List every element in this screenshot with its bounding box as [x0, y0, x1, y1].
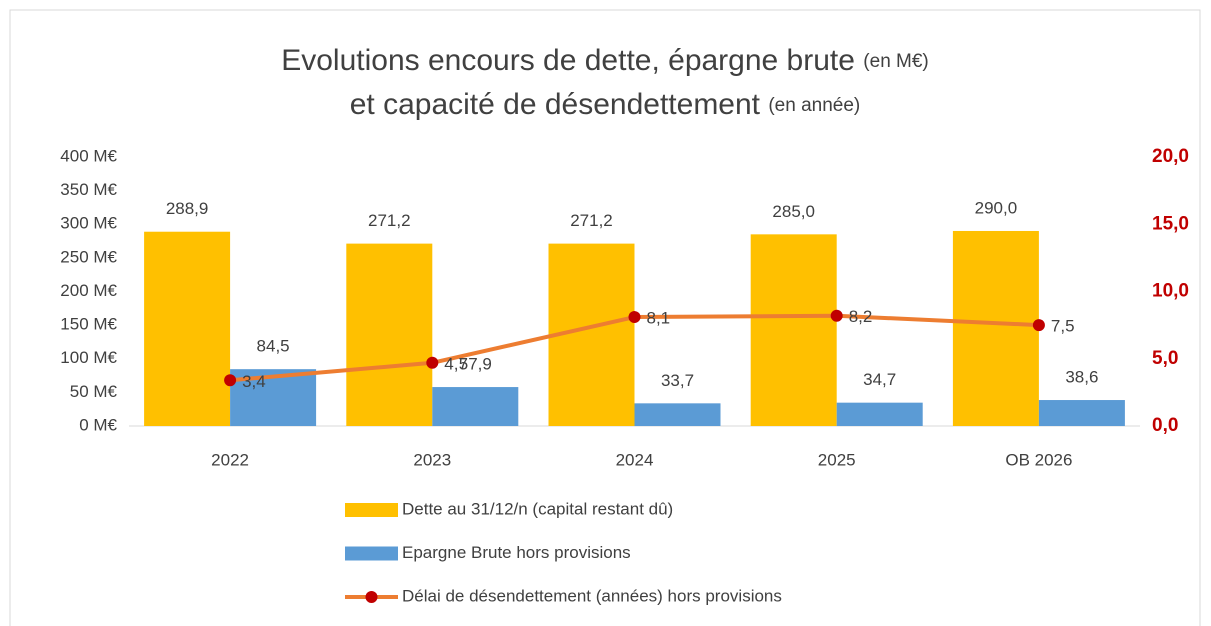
data-label: 84,5: [257, 337, 290, 356]
legend-swatch: [345, 503, 398, 517]
y-tick-label: 150 M€: [60, 315, 117, 334]
legend-label: Dette au 31/12/n (capital restant dû): [402, 499, 673, 518]
y2-tick-label: 5,0: [1152, 348, 1178, 369]
legend-label: Epargne Brute hors provisions: [402, 543, 631, 562]
data-label: 38,6: [1065, 368, 1098, 387]
y-tick-label: 100 M€: [60, 348, 117, 367]
y-tick-label: 400 M€: [60, 146, 117, 165]
bar: [634, 403, 721, 426]
y2-tick-label: 10,0: [1152, 281, 1189, 302]
y-tick-label: 300 M€: [60, 214, 117, 233]
title-text: Evolutions encours de dette, épargne bru…: [281, 44, 855, 77]
bar: [836, 402, 923, 426]
data-label: 8,1: [647, 309, 671, 328]
data-label: 271,2: [570, 211, 613, 230]
y-tick-label: 200 M€: [60, 281, 117, 300]
x-tick-label: 2023: [413, 450, 451, 469]
chart-title: et capacité de désendettement (en année): [350, 88, 861, 121]
bar: [144, 231, 231, 426]
legend-swatch: [345, 546, 398, 561]
x-tick-label: 2025: [818, 450, 856, 469]
title-note: (en année): [768, 95, 860, 116]
y-tick-label: 250 M€: [60, 247, 117, 266]
line-marker: [628, 311, 641, 324]
data-label: 285,0: [772, 202, 815, 221]
data-label: 288,9: [166, 199, 209, 218]
y-tick-label: 350 M€: [60, 180, 117, 199]
y2-tick-label: 15,0: [1152, 213, 1189, 234]
data-label: 3,4: [242, 372, 266, 391]
data-label: 290,0: [975, 198, 1018, 217]
x-tick-label: 2022: [211, 450, 249, 469]
title-text: et capacité de désendettement: [350, 88, 761, 121]
data-label: 7,5: [1051, 317, 1075, 336]
data-label: 271,2: [368, 211, 411, 230]
y-tick-label: 50 M€: [70, 382, 118, 401]
bar: [346, 243, 433, 426]
legend-label: Délai de désendettement (années) hors pr…: [402, 586, 782, 605]
line-marker: [426, 356, 439, 369]
data-label: 33,7: [661, 371, 694, 390]
bar: [432, 387, 519, 426]
y-tick-label: 0 M€: [79, 415, 117, 434]
line-marker: [224, 374, 237, 387]
data-label: 57,9: [459, 355, 492, 374]
data-label: 34,7: [863, 370, 896, 389]
chart-title: Evolutions encours de dette, épargne bru…: [281, 44, 929, 77]
line-marker: [830, 309, 843, 322]
line-marker: [1032, 319, 1045, 332]
bar: [952, 230, 1039, 426]
title-note: (en M€): [863, 51, 928, 72]
data-label: 4,7: [444, 354, 468, 373]
x-tick-label: OB 2026: [1005, 450, 1072, 469]
y2-tick-label: 20,0: [1152, 146, 1189, 167]
data-label: 8,2: [849, 307, 873, 326]
y2-tick-label: 0,0: [1152, 415, 1178, 436]
bar: [1038, 400, 1125, 426]
legend-marker: [365, 591, 378, 603]
x-tick-label: 2024: [616, 450, 654, 469]
bar: [750, 234, 837, 426]
